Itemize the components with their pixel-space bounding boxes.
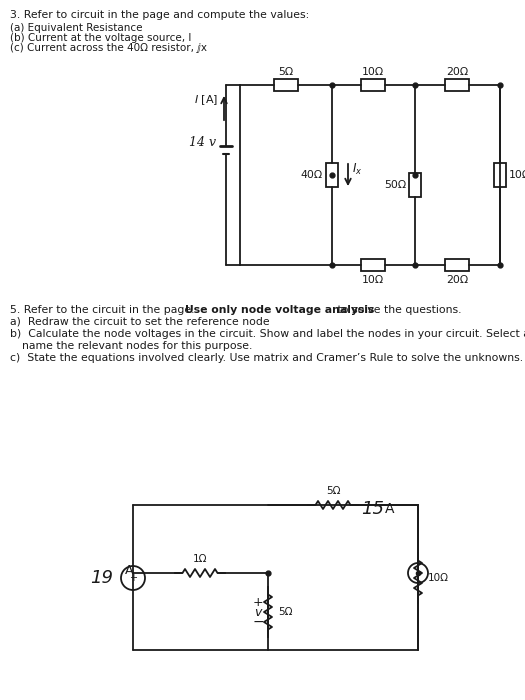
Text: (c) Current across the 40Ω resistor, ⅉx: (c) Current across the 40Ω resistor, ⅉx	[10, 43, 207, 53]
Text: A: A	[385, 502, 394, 516]
Bar	[361, 79, 385, 91]
Text: a)  Redraw the circuit to set the reference node: a) Redraw the circuit to set the referen…	[10, 317, 270, 327]
Text: 10Ω: 10Ω	[509, 170, 525, 180]
Text: 15: 15	[361, 500, 384, 518]
Text: 5Ω: 5Ω	[326, 486, 340, 496]
Text: $\mathit{I}_x$: $\mathit{I}_x$	[352, 162, 362, 176]
Text: 20Ω: 20Ω	[446, 275, 468, 285]
Text: 1Ω: 1Ω	[193, 554, 207, 564]
Bar	[445, 79, 469, 91]
Text: c)  State the equations involved clearly. Use matrix and Cramer’s Rule to solve : c) State the equations involved clearly.…	[10, 353, 523, 363]
Text: 40Ω: 40Ω	[301, 170, 323, 180]
Text: b)  Calculate the node voltages in the circuit. Show and label the nodes in your: b) Calculate the node voltages in the ci…	[10, 329, 525, 339]
Text: Use only node voltage analysis: Use only node voltage analysis	[185, 305, 374, 315]
Text: to solve the questions.: to solve the questions.	[334, 305, 461, 315]
Text: $\mathit{I}$ [A]: $\mathit{I}$ [A]	[194, 93, 218, 107]
Text: 50Ω: 50Ω	[384, 180, 406, 190]
Text: (a) Equivalent Resistance: (a) Equivalent Resistance	[10, 23, 142, 33]
Text: +: +	[253, 596, 264, 608]
Text: 5. Refer to the circuit in the page.: 5. Refer to the circuit in the page.	[10, 305, 198, 315]
Text: 19: 19	[90, 569, 113, 587]
Text: −: −	[252, 615, 264, 629]
Text: A: A	[125, 564, 133, 577]
Text: 14 v: 14 v	[189, 136, 216, 148]
Text: 10Ω: 10Ω	[428, 573, 449, 583]
Bar	[274, 79, 298, 91]
Text: name the relevant nodes for this purpose.: name the relevant nodes for this purpose…	[22, 341, 253, 351]
Text: 20Ω: 20Ω	[446, 67, 468, 77]
Text: 10Ω: 10Ω	[362, 67, 384, 77]
Text: +: +	[129, 573, 137, 583]
Bar	[409, 173, 421, 197]
Text: 5Ω: 5Ω	[278, 67, 293, 77]
Bar	[445, 259, 469, 271]
Bar	[361, 259, 385, 271]
Text: 10Ω: 10Ω	[362, 275, 384, 285]
Bar	[326, 163, 338, 187]
Text: v: v	[254, 606, 261, 619]
Text: (b) Current at the voltage source, Ⅰ: (b) Current at the voltage source, Ⅰ	[10, 33, 192, 43]
Text: 5Ω: 5Ω	[278, 607, 292, 617]
Bar	[494, 163, 506, 187]
Text: 3. Refer to circuit in the page and compute the values:: 3. Refer to circuit in the page and comp…	[10, 10, 309, 20]
